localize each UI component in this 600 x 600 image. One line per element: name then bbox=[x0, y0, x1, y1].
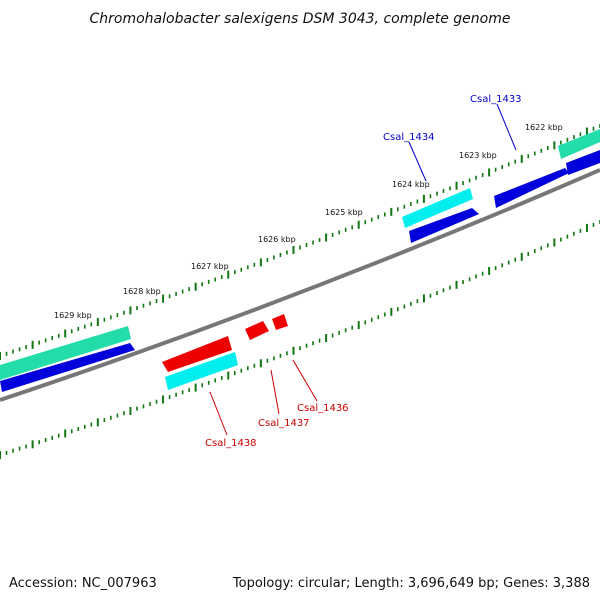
cds-block-csal-1434[interactable] bbox=[402, 188, 473, 228]
cds-cyan-track bbox=[165, 188, 473, 390]
kbp-label: 1626 kbp bbox=[258, 235, 296, 244]
kbp-label: 1625 kbp bbox=[325, 208, 363, 217]
leader-line bbox=[408, 141, 427, 182]
kbp-label: 1629 kbp bbox=[54, 311, 92, 320]
leader-line bbox=[292, 359, 318, 402]
inner-ruler bbox=[0, 220, 600, 459]
gene-labels: Csal_1433 Csal_1434 Csal_1436 Csal_1437 … bbox=[205, 94, 522, 449]
kbp-label: 1623 kbp bbox=[459, 151, 497, 160]
leader-line bbox=[496, 103, 517, 151]
gene-arrow-csal-1438[interactable] bbox=[162, 336, 232, 372]
ruler-labels: 1622 kbp 1623 kbp 1624 kbp 1625 kbp 1626… bbox=[54, 123, 563, 320]
kbp-label: 1628 kbp bbox=[123, 287, 161, 296]
outer-ruler bbox=[0, 124, 600, 360]
leader-line bbox=[270, 369, 280, 415]
cds-block-left[interactable] bbox=[0, 326, 131, 380]
topology-text: Topology: circular; Length: 3,696,649 bp… bbox=[232, 576, 590, 591]
map-title: Chromohalobacter salexigens DSM 3043, co… bbox=[90, 11, 511, 27]
gene-label-csal-1438[interactable]: Csal_1438 bbox=[205, 438, 257, 449]
reverse-gene-track bbox=[162, 314, 288, 372]
accession-text: Accession: NC_007963 bbox=[9, 576, 157, 591]
kbp-label: 1624 kbp bbox=[392, 180, 430, 189]
gene-arrow-csal-1433[interactable] bbox=[494, 168, 569, 208]
gene-label-csal-1437[interactable]: Csal_1437 bbox=[258, 418, 310, 429]
genome-backbone bbox=[0, 168, 600, 402]
cds-block-right[interactable] bbox=[558, 129, 600, 159]
gene-arrow-csal-1434[interactable] bbox=[409, 208, 479, 243]
gene-arrow-left-blue[interactable] bbox=[0, 343, 135, 392]
gene-label-csal-1434[interactable]: Csal_1434 bbox=[383, 132, 435, 143]
forward-gene-track bbox=[0, 150, 600, 392]
gene-arrow-right-blue[interactable] bbox=[566, 150, 600, 175]
kbp-label: 1622 kbp bbox=[525, 123, 563, 132]
cds-block-csal-1438[interactable] bbox=[165, 352, 238, 390]
gene-label-csal-1436[interactable]: Csal_1436 bbox=[297, 403, 349, 414]
gene-arrow-csal-1436[interactable] bbox=[272, 314, 288, 330]
gene-arrow-csal-1437[interactable] bbox=[245, 321, 269, 340]
gene-label-csal-1433[interactable]: Csal_1433 bbox=[470, 94, 522, 105]
kbp-label: 1627 kbp bbox=[191, 262, 229, 271]
cds-forward-track bbox=[0, 129, 600, 380]
leader-line bbox=[209, 391, 228, 436]
